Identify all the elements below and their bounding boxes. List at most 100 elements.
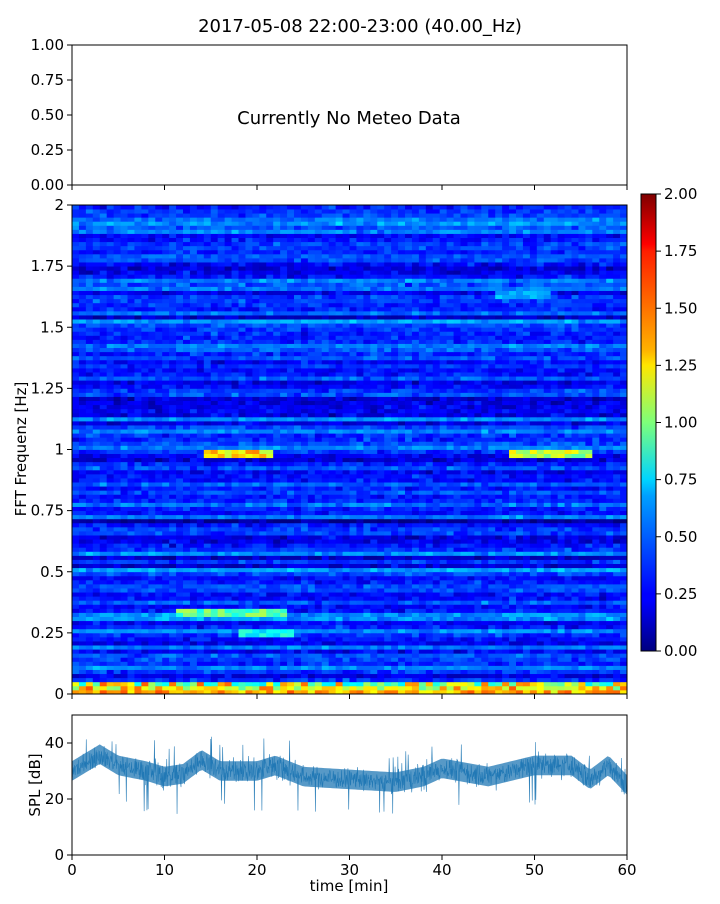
spectrogram-cell bbox=[405, 682, 412, 686]
spectrogram-cell bbox=[384, 584, 391, 588]
spectrogram-cell bbox=[516, 490, 523, 494]
spectrogram-cell bbox=[162, 498, 169, 502]
spectrogram-cell bbox=[551, 661, 558, 665]
spectrogram-cell bbox=[474, 507, 481, 511]
spectrogram-cell bbox=[558, 478, 565, 482]
spectrogram-cell bbox=[273, 649, 280, 653]
spectrogram-cell bbox=[537, 564, 544, 568]
spectrogram-cell bbox=[454, 507, 461, 511]
spectrogram-cell bbox=[308, 592, 315, 596]
spectrogram-cell bbox=[107, 613, 114, 617]
spectrogram-cell bbox=[273, 450, 280, 454]
spectrogram-cell bbox=[523, 462, 530, 466]
spectrogram-cell bbox=[329, 523, 336, 527]
spectrogram-cell bbox=[287, 645, 294, 649]
spectrogram-cell bbox=[176, 584, 183, 588]
spectrogram-cell bbox=[488, 629, 495, 633]
spectrogram-cell bbox=[308, 645, 315, 649]
spectrogram-cell bbox=[565, 527, 572, 531]
spectrogram-cell bbox=[523, 490, 530, 494]
spectrogram-cell bbox=[433, 613, 440, 617]
spectrogram-cell bbox=[620, 519, 627, 523]
spectrogram-cell bbox=[544, 478, 551, 482]
spectrogram-cell bbox=[474, 494, 481, 498]
spectrogram-cell bbox=[128, 466, 135, 470]
spectrogram-cell bbox=[509, 454, 516, 458]
spectrogram-cell bbox=[218, 670, 225, 674]
spectrogram-cell bbox=[336, 555, 343, 559]
spectrogram-cell bbox=[128, 682, 135, 686]
spectrogram-cell bbox=[121, 466, 128, 470]
spectrogram-cell bbox=[100, 649, 107, 653]
spectrogram-cell bbox=[155, 568, 162, 572]
spectrogram-cell bbox=[426, 551, 433, 555]
spectrogram-cell bbox=[86, 494, 93, 498]
spectrogram-cell bbox=[155, 523, 162, 527]
spectrogram-cell bbox=[287, 519, 294, 523]
spectrogram-cell bbox=[412, 613, 419, 617]
spectrogram-cell bbox=[100, 454, 107, 458]
spectrogram-cell bbox=[141, 470, 148, 474]
spectrogram-cell bbox=[114, 568, 121, 572]
spectrogram-cell bbox=[440, 584, 447, 588]
spectrogram-cell bbox=[232, 649, 239, 653]
spectrogram-cell bbox=[606, 454, 613, 458]
spectrogram-cell bbox=[148, 641, 155, 645]
spectrogram-cell bbox=[197, 633, 204, 637]
spectrogram-cell bbox=[620, 531, 627, 535]
spectrogram-cell bbox=[509, 653, 516, 657]
spectrogram-cell bbox=[329, 670, 336, 674]
spectrogram-cell bbox=[350, 494, 357, 498]
spectrogram-cell bbox=[329, 657, 336, 661]
spectrogram-cell bbox=[155, 555, 162, 559]
spectrogram-cell bbox=[273, 674, 280, 678]
spectrogram-cell bbox=[266, 523, 273, 527]
spectrogram-cell bbox=[266, 470, 273, 474]
spectrogram-cell bbox=[384, 621, 391, 625]
spectrogram-cell bbox=[266, 657, 273, 661]
spectrogram-cell bbox=[100, 637, 107, 641]
spectrogram-cell bbox=[148, 576, 155, 580]
spectrogram-cell bbox=[169, 653, 176, 657]
spectrogram-cell bbox=[301, 445, 308, 449]
spectrogram-cell bbox=[245, 466, 252, 470]
spectrogram-cell bbox=[606, 494, 613, 498]
spectrogram-cell bbox=[86, 629, 93, 633]
spectrogram-cell bbox=[343, 580, 350, 584]
spectrogram-cell bbox=[239, 596, 246, 600]
spectrogram-cell bbox=[197, 474, 204, 478]
spectrogram-cell bbox=[176, 543, 183, 547]
spectrogram-cell bbox=[162, 608, 169, 612]
spectrogram-cell bbox=[578, 686, 585, 690]
spectrogram-cell bbox=[419, 592, 426, 596]
spectrogram-cell bbox=[558, 617, 565, 621]
spectrogram-cell bbox=[426, 617, 433, 621]
spectrogram-cell bbox=[197, 608, 204, 612]
spectrogram-cell bbox=[93, 686, 100, 690]
spectrogram-cell bbox=[134, 584, 141, 588]
spectrogram-cell bbox=[461, 551, 468, 555]
spectrogram-cell bbox=[336, 641, 343, 645]
spectrogram-cell bbox=[218, 608, 225, 612]
spectrogram-cell bbox=[225, 547, 232, 551]
spectrogram-cell bbox=[488, 441, 495, 445]
spectrogram-cell bbox=[287, 564, 294, 568]
spectrogram-cell bbox=[287, 572, 294, 576]
spectrogram-cell bbox=[544, 686, 551, 690]
spectrogram-cell bbox=[239, 645, 246, 649]
spectrogram-cell bbox=[551, 592, 558, 596]
spectrogram-cell bbox=[301, 686, 308, 690]
spectrogram-cell bbox=[322, 649, 329, 653]
spectrogram-cell bbox=[426, 458, 433, 462]
spectrogram-cell bbox=[454, 555, 461, 559]
spectrogram-cell bbox=[426, 645, 433, 649]
spectrogram-cell bbox=[516, 502, 523, 506]
spectrogram-cell bbox=[572, 466, 579, 470]
spectrogram-cell bbox=[100, 661, 107, 665]
spectrogram-cell bbox=[447, 482, 454, 486]
spectrogram-cell bbox=[294, 547, 301, 551]
spectrogram-cell bbox=[461, 682, 468, 686]
spectrogram-cell bbox=[169, 608, 176, 612]
spectrogram-cell bbox=[232, 482, 239, 486]
spectrogram-cell bbox=[356, 543, 363, 547]
